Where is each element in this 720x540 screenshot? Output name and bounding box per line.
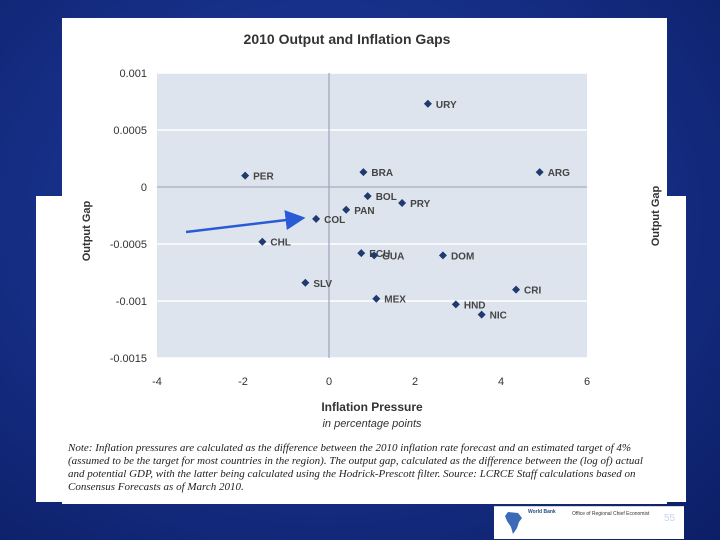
data-point-label: SLV — [313, 279, 332, 290]
data-point-label: PAN — [354, 206, 374, 217]
data-point-marker — [535, 168, 544, 177]
data-point-marker — [258, 237, 267, 246]
data-point-label: URY — [436, 100, 457, 111]
x-tick-label: -2 — [238, 376, 248, 388]
data-point-marker — [301, 278, 310, 287]
x-tick-label: -4 — [152, 376, 162, 388]
y-tick-label: -0.0005 — [110, 239, 147, 251]
x-axis-sublabel: in percentage points — [322, 418, 422, 430]
y-tick-label: 0.001 — [119, 68, 147, 80]
data-point-marker — [512, 285, 521, 294]
office-text: Office of Regional Chief Economist — [572, 511, 650, 517]
data-point-marker — [241, 171, 250, 180]
x-tick-label: 0 — [326, 376, 332, 388]
data-point-label: CRI — [524, 286, 541, 297]
map-logo-icon — [505, 512, 522, 534]
y-tick-label: -0.0015 — [110, 353, 147, 365]
x-tick-label: 2 — [412, 376, 418, 388]
data-point-marker — [342, 205, 351, 214]
tick-labels: 0.001 0.0005 0 -0.0005 -0.001 -0.0015 -4 -2 0 2 4 6 — [110, 68, 590, 388]
data-point-label: COL — [324, 215, 345, 226]
scatter-chart: 2010 Output and Inflation Gaps 0.0010.00… — [81, 31, 662, 430]
data-point-marker — [370, 251, 379, 260]
data-point-label: DOM — [451, 251, 474, 262]
footer-logo: World Bank Office of Regional Chief Econ… — [494, 506, 684, 539]
chart-note: Note: Inflation pressures are calculated… — [68, 442, 643, 493]
y-tick-label: -0.001 — [116, 296, 147, 308]
y-tick-label: 0 — [141, 182, 147, 194]
data-point-marker — [477, 310, 486, 319]
data-point-label: HND — [464, 300, 486, 311]
data-point-marker — [359, 168, 368, 177]
data-point-marker — [451, 300, 460, 309]
chart-title: 2010 Output and Inflation Gaps — [244, 31, 451, 47]
data-point-label: PER — [253, 172, 274, 183]
logo-text: World Bank — [528, 509, 556, 515]
page-number: 55 — [664, 513, 676, 524]
x-tick-label: 4 — [498, 376, 504, 388]
data-point-marker — [423, 99, 432, 108]
data-point-label: CHL — [270, 238, 291, 249]
data-point-marker — [312, 214, 321, 223]
data-point-marker — [357, 249, 366, 258]
data-point-label: PRY — [410, 199, 431, 210]
data-point-label: BRA — [371, 168, 393, 179]
data-point-marker — [363, 192, 372, 201]
data-point-label: BOL — [376, 192, 397, 203]
data-point-label: NIC — [490, 311, 507, 322]
chart-card: 2010 Output and Inflation Gaps 0.001 0.00… — [62, 18, 667, 504]
y-axis-label: Output Gap — [81, 200, 93, 261]
data-point-marker — [398, 198, 407, 207]
data-point-marker — [372, 294, 381, 303]
data-point-label: ARG — [548, 168, 570, 179]
y-axis-label-right: Output Gap — [650, 185, 662, 246]
data-point-marker — [438, 251, 447, 260]
data-point-label: ECU — [369, 249, 390, 260]
x-axis-label: Inflation Pressure — [321, 400, 423, 414]
axes — [157, 73, 587, 358]
plot-area — [157, 73, 587, 358]
data-point-label: MEX — [384, 295, 406, 306]
data-point-label: GUA — [382, 251, 404, 262]
x-tick-label: 6 — [584, 376, 590, 388]
y-tick-label: 0.0005 — [113, 125, 147, 137]
